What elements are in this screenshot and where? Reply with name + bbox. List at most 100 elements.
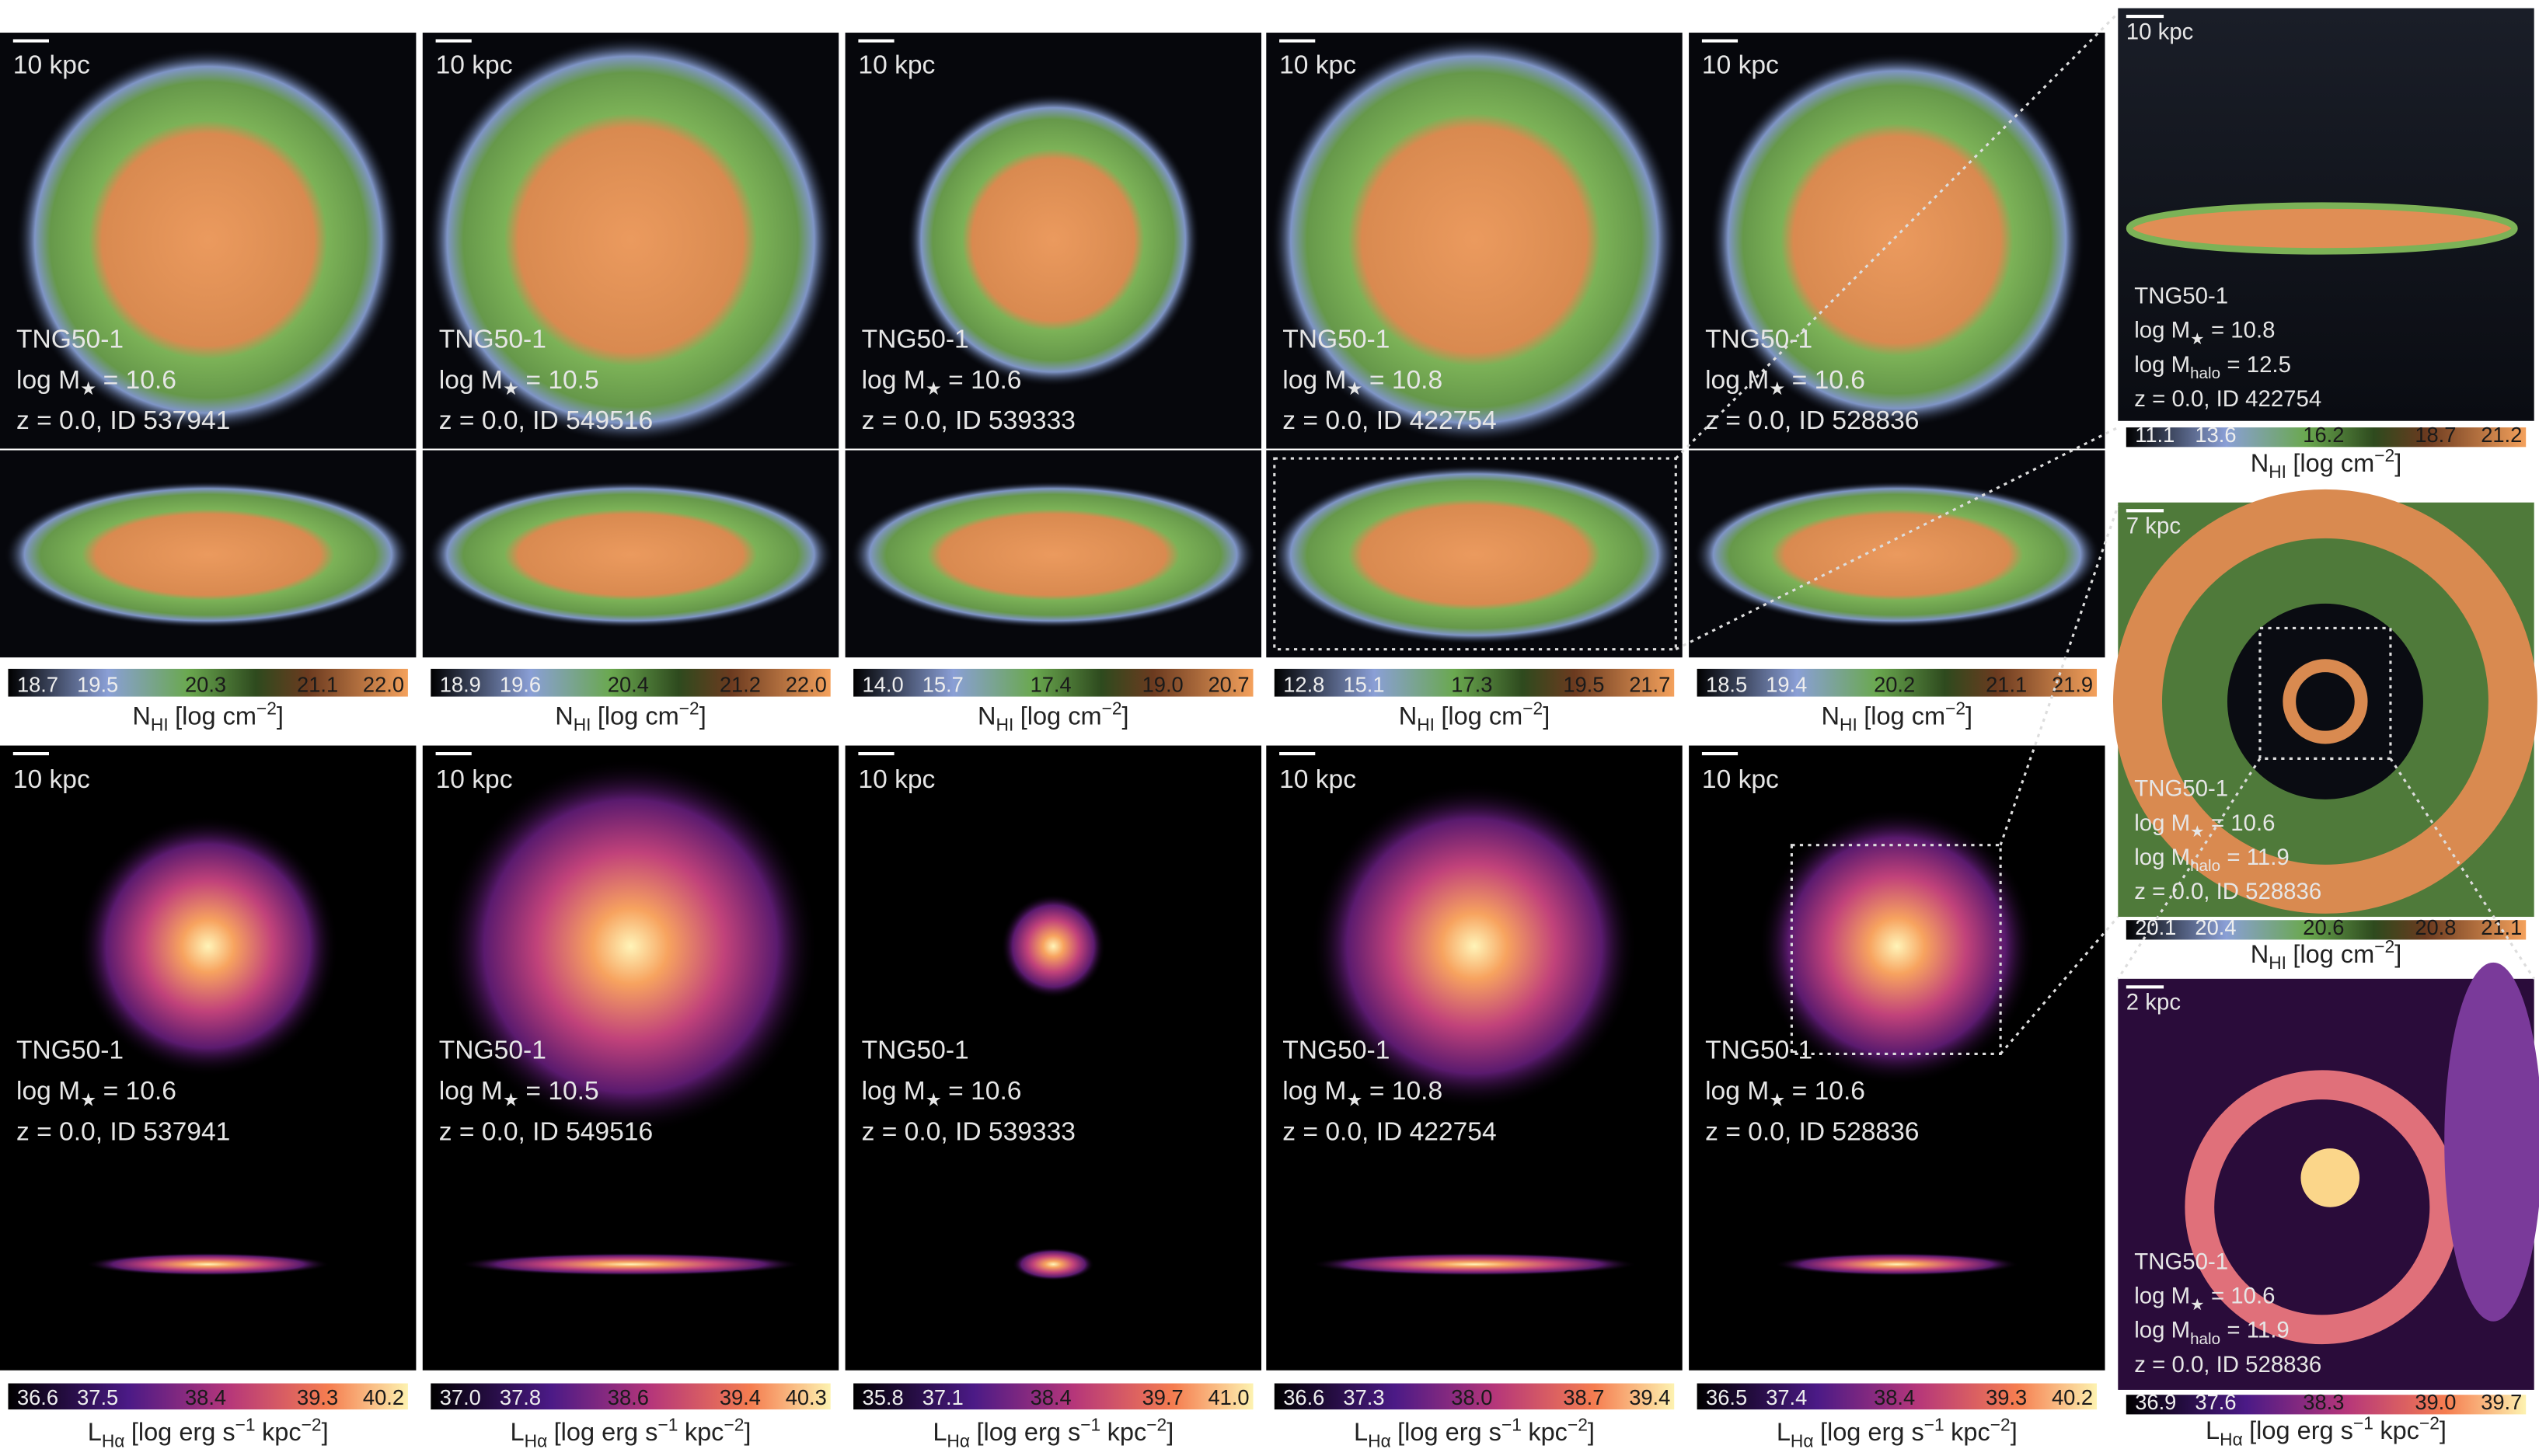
zoom-guides [1273, 12, 2536, 1055]
halpha-edge [1311, 1252, 1637, 1276]
scale-label: 10 kpc [436, 51, 513, 80]
text-part: ] [2394, 449, 2401, 477]
colorbar-tick-label: 39.7 [1142, 1385, 1184, 1409]
text-part: ] [1122, 702, 1129, 730]
colorbar [431, 668, 831, 697]
hi-edge [427, 481, 835, 629]
colorbar-label: NHI [log cm−2] [132, 698, 284, 735]
text-part: −2 [1102, 698, 1122, 719]
colorbar-label: LHα [log erg s−1 kpc−2] [1777, 1414, 2018, 1451]
colorbar-label: NHI [log cm−2] [1822, 698, 1973, 735]
colorbar-tick-label: 22.0 [786, 672, 827, 696]
text-part: −2 [2374, 936, 2394, 956]
hi-core [2283, 659, 2368, 744]
text-part: N [2251, 940, 2269, 968]
text-part: HI [2269, 462, 2286, 482]
halpha-arc [2444, 962, 2539, 1322]
colorbar [2126, 1395, 2527, 1415]
stellar-mass-label: log M★ = 10.8 [1282, 366, 1442, 399]
text-part: [log cm [1864, 702, 1945, 730]
colorbar-tick-label: 20.8 [2415, 915, 2456, 939]
hi-hole [2227, 603, 2423, 799]
colorbar-tick-label: 36.5 [1706, 1385, 1747, 1409]
stellar-mass-label: log M★ = 10.8 [1282, 1077, 1442, 1109]
colorbar-tick-label: 40.2 [363, 1385, 404, 1409]
text-part: log M [2134, 352, 2190, 378]
stellar-mass-label: log M★ = 10.6 [16, 366, 176, 399]
text-part: [log cm [1441, 702, 1522, 730]
scale-label: 10 kpc [1702, 765, 1779, 794]
halpha-edge [1012, 1248, 1094, 1281]
colorbar-tick-label: 19.5 [1563, 672, 1604, 696]
text-part: −2 [1146, 1414, 1167, 1434]
colorbar [2126, 427, 2527, 448]
halpha-arm [2185, 1070, 2460, 1345]
text-part: = 10.6 [103, 366, 176, 395]
galaxy-id-label: z = 0.0, ID 422754 [2134, 386, 2321, 412]
colorbar-tick-label: 39.7 [2481, 1390, 2522, 1414]
text-part: Hα [947, 1430, 970, 1451]
text-part: −2 [256, 698, 277, 719]
colorbar-tick-label: 21.1 [297, 672, 338, 696]
text-part: N [555, 702, 574, 730]
colorbar [853, 668, 1254, 697]
simulation-label: TNG50-1 [1282, 325, 1390, 354]
colorbar-label: NHI [log cm−2] [2251, 936, 2402, 973]
text-part: −2 [2419, 1412, 2440, 1433]
stellar-mass-label: log M★ = 10.6 [862, 366, 1022, 399]
colorbar-tick-label: 36.9 [2135, 1390, 2176, 1414]
text-part: −2 [1990, 1414, 2011, 1434]
text-part: L [933, 1418, 947, 1446]
halpha-disk [443, 758, 818, 1134]
galaxy-id-label: z = 0.0, ID 549516 [439, 406, 653, 435]
colorbar-tick-label: 22.0 [363, 672, 404, 696]
simulation-label: TNG50-1 [439, 325, 546, 354]
hi-disk [427, 36, 835, 444]
colorbar [853, 1383, 1254, 1410]
halo-mass-label: log Mhalo = 11.9 [2134, 845, 2289, 875]
text-part: N [1822, 702, 1840, 730]
colorbar [1274, 668, 1675, 697]
colorbar-tick-label: 38.3 [2303, 1390, 2344, 1414]
text-part: log M [2134, 318, 2190, 343]
simulation-label: TNG50-1 [862, 325, 969, 354]
text-part: ★ [80, 1090, 96, 1110]
text-part: Hα [525, 1430, 548, 1451]
stellar-mass-label: log M★ = 10.6 [862, 1077, 1022, 1109]
scale-label: 10 kpc [436, 765, 513, 794]
text-part: [log erg s [554, 1418, 658, 1446]
colorbar-tick-label: 39.4 [1629, 1385, 1670, 1409]
text-part: ★ [1346, 1090, 1362, 1110]
colorbar-tick-label: 21.2 [2481, 423, 2522, 447]
text-part: = 11.9 [2227, 1318, 2289, 1343]
colorbar-tick-label: 37.8 [500, 1385, 541, 1409]
colorbar-tick-label: 19.6 [500, 672, 541, 696]
simulation-label: TNG50-1 [1282, 1036, 1390, 1065]
colorbar [1274, 1383, 1675, 1410]
stellar-mass-label: log M★ = 10.5 [439, 366, 599, 399]
text-part: Hα [2220, 1429, 2243, 1449]
scale-label: 10 kpc [13, 51, 90, 80]
text-part: log M [1705, 1077, 1769, 1106]
text-part: HI [996, 715, 1014, 735]
text-part: ★ [1769, 1090, 1785, 1110]
halpha-edge [1774, 1252, 2020, 1276]
colorbar-tick-label: 19.0 [1142, 672, 1184, 696]
text-part: [log cm [175, 702, 256, 730]
colorbar-label: LHα [log erg s−1 kpc−2] [1354, 1414, 1595, 1451]
galaxy-id-label: z = 0.0, ID 539333 [862, 1118, 1076, 1147]
text-part: HI [151, 715, 169, 735]
text-part: log M [1282, 366, 1346, 395]
galaxy-id-label: z = 0.0, ID 539333 [862, 406, 1076, 435]
colorbar-tick-label: 15.7 [922, 672, 964, 696]
text-part: −2 [302, 1414, 322, 1434]
colorbar-tick-label: 36.6 [17, 1385, 58, 1409]
colorbar-tick-label: 20.1 [2135, 915, 2176, 939]
text-part: ★ [926, 378, 942, 399]
text-part: [log cm [2293, 449, 2374, 477]
stellar-mass-label: log M★ = 10.6 [16, 1077, 176, 1109]
text-part: = 10.8 [1369, 1077, 1442, 1106]
galaxy-id-label: z = 0.0, ID 528836 [2134, 1352, 2321, 1378]
text-part: = 10.6 [2211, 810, 2276, 836]
text-part: log M [2134, 845, 2190, 870]
